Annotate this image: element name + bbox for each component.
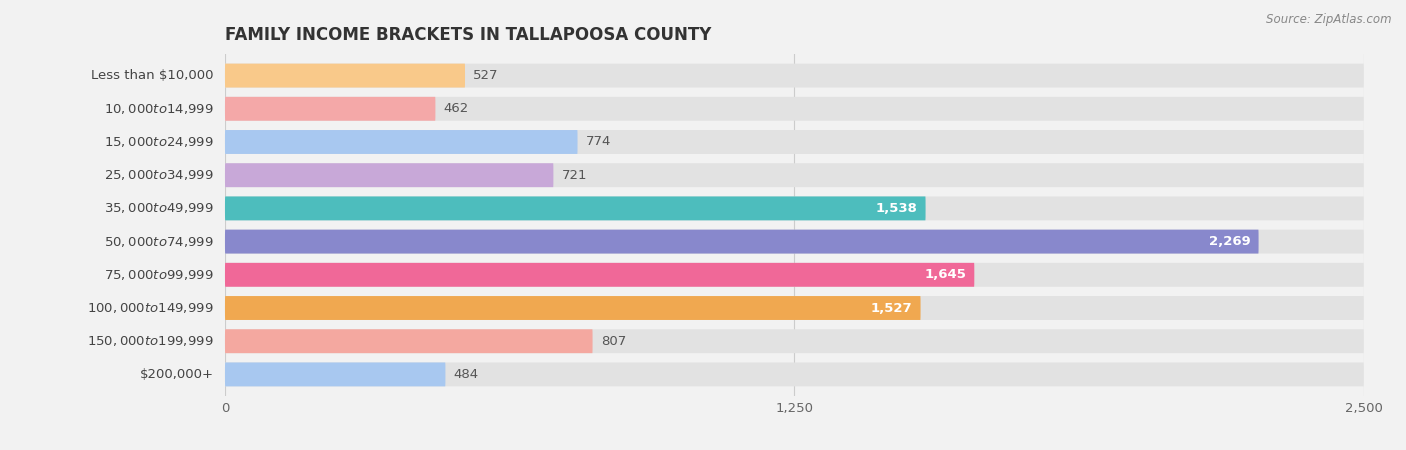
Text: 807: 807	[600, 335, 626, 348]
FancyBboxPatch shape	[225, 130, 578, 154]
Text: 527: 527	[474, 69, 499, 82]
FancyBboxPatch shape	[225, 263, 974, 287]
FancyBboxPatch shape	[225, 296, 921, 320]
Text: $15,000 to $24,999: $15,000 to $24,999	[104, 135, 214, 149]
FancyBboxPatch shape	[225, 63, 465, 88]
Text: 721: 721	[561, 169, 588, 182]
Text: $150,000 to $199,999: $150,000 to $199,999	[87, 334, 214, 348]
FancyBboxPatch shape	[225, 296, 1364, 320]
Text: 1,538: 1,538	[876, 202, 917, 215]
FancyBboxPatch shape	[225, 362, 1364, 387]
FancyBboxPatch shape	[225, 130, 1364, 154]
FancyBboxPatch shape	[225, 63, 1364, 88]
Text: $25,000 to $34,999: $25,000 to $34,999	[104, 168, 214, 182]
Text: $50,000 to $74,999: $50,000 to $74,999	[104, 234, 214, 248]
Text: 484: 484	[454, 368, 479, 381]
FancyBboxPatch shape	[225, 163, 1364, 187]
Text: 462: 462	[444, 102, 468, 115]
FancyBboxPatch shape	[225, 197, 1364, 220]
Text: 1,527: 1,527	[870, 302, 912, 315]
FancyBboxPatch shape	[225, 163, 554, 187]
Text: 2,269: 2,269	[1209, 235, 1250, 248]
FancyBboxPatch shape	[225, 329, 592, 353]
Text: $35,000 to $49,999: $35,000 to $49,999	[104, 202, 214, 216]
FancyBboxPatch shape	[225, 329, 1364, 353]
FancyBboxPatch shape	[225, 263, 1364, 287]
FancyBboxPatch shape	[225, 97, 1364, 121]
Text: Less than $10,000: Less than $10,000	[91, 69, 214, 82]
FancyBboxPatch shape	[225, 97, 436, 121]
Text: $200,000+: $200,000+	[139, 368, 214, 381]
Text: 1,645: 1,645	[924, 268, 966, 281]
Text: $10,000 to $14,999: $10,000 to $14,999	[104, 102, 214, 116]
FancyBboxPatch shape	[225, 197, 925, 220]
FancyBboxPatch shape	[225, 230, 1364, 253]
Text: 774: 774	[586, 135, 612, 148]
Text: $100,000 to $149,999: $100,000 to $149,999	[87, 301, 214, 315]
FancyBboxPatch shape	[225, 230, 1258, 253]
Text: $75,000 to $99,999: $75,000 to $99,999	[104, 268, 214, 282]
Text: FAMILY INCOME BRACKETS IN TALLAPOOSA COUNTY: FAMILY INCOME BRACKETS IN TALLAPOOSA COU…	[225, 26, 711, 44]
Text: Source: ZipAtlas.com: Source: ZipAtlas.com	[1267, 14, 1392, 27]
FancyBboxPatch shape	[225, 362, 446, 387]
